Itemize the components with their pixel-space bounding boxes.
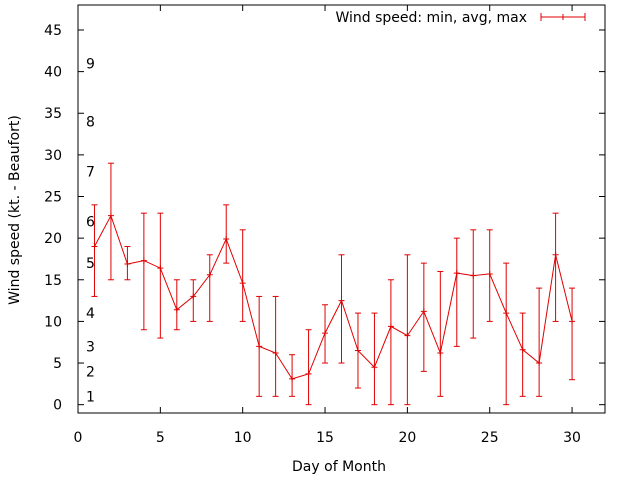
y-tick-label: 40: [44, 65, 62, 81]
avg-point: [173, 306, 180, 313]
avg-point: [371, 364, 378, 371]
beaufort-label: 5: [86, 256, 95, 272]
avg-point: [157, 265, 164, 272]
avg-point: [536, 360, 543, 367]
legend-label: Wind speed: min, avg, max: [335, 10, 527, 26]
x-tick-label: 25: [481, 430, 499, 446]
avg-point: [256, 343, 263, 350]
x-tick-label: 15: [316, 430, 334, 446]
beaufort-label: 6: [86, 214, 95, 230]
y-tick-label: 45: [44, 23, 62, 39]
avg-point: [322, 330, 329, 337]
avg-point: [223, 235, 230, 242]
x-tick-label: 30: [563, 430, 581, 446]
beaufort-label: 9: [86, 56, 95, 72]
avg-point: [206, 271, 213, 278]
beaufort-label: 3: [86, 339, 95, 355]
avg-point: [305, 370, 312, 377]
y-tick-label: 15: [44, 273, 62, 289]
avg-point: [519, 346, 526, 353]
avg-point: [124, 260, 131, 267]
y-tick-label: 35: [44, 106, 62, 122]
avg-point: [552, 251, 559, 258]
series-layer: [91, 162, 576, 406]
avg-point: [272, 350, 279, 357]
y-tick-label: 0: [53, 398, 62, 414]
avg-point: [404, 332, 411, 339]
y-axis-title: Wind speed (kt. - Beaufort): [7, 115, 23, 305]
avg-point: [569, 318, 576, 325]
avg-point: [387, 323, 394, 330]
avg-point: [354, 347, 361, 354]
beaufort-label: 8: [86, 115, 95, 131]
avg-point: [437, 350, 444, 357]
avg-point: [289, 375, 296, 382]
x-tick-label: 10: [234, 430, 252, 446]
beaufort-label: 4: [86, 306, 95, 322]
avg-point: [503, 310, 510, 317]
y-tick-label: 10: [44, 314, 62, 330]
beaufort-label: 2: [86, 364, 95, 380]
avg-point: [239, 280, 246, 287]
x-axis-title: Day of Month: [292, 459, 386, 475]
avg-line: [94, 214, 573, 380]
legend: Wind speed: min, avg, max: [335, 10, 586, 26]
x-tick-label: 0: [74, 430, 83, 446]
avg-point: [470, 272, 477, 279]
x-tick-label: 5: [156, 430, 165, 446]
avg-point: [107, 212, 114, 219]
avg-point: [190, 293, 197, 300]
avg-point: [486, 270, 493, 277]
avg-point: [338, 297, 345, 304]
avg-point: [140, 257, 147, 264]
avg-point: [91, 243, 98, 250]
avg-point: [453, 270, 460, 277]
beaufort-scale-labels: 1 2 3 4 5 6 7 8 9: [86, 56, 95, 405]
beaufort-label: 1: [86, 389, 95, 405]
x-tick-label: 20: [398, 430, 416, 446]
y-tick-label: 25: [44, 190, 62, 206]
avg-point: [420, 308, 427, 315]
y-tick-label: 20: [44, 231, 62, 247]
beaufort-label: 7: [86, 165, 95, 181]
y-tick-label: 5: [53, 356, 62, 372]
y-tick-label: 30: [44, 148, 62, 164]
plot-area-frame: [77, 4, 606, 414]
